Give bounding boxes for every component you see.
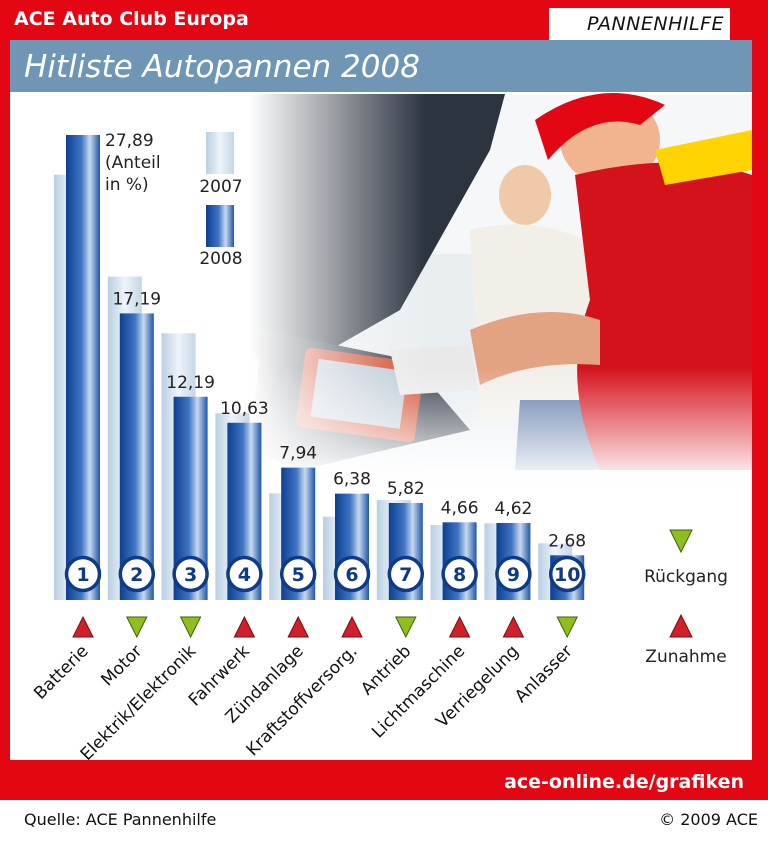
page-title: Hitliste Autopannen 2008 [24,49,420,85]
value-label: 6,38 [333,470,371,490]
copyright-note: © 2009 ACE [659,810,758,829]
section-tab [549,8,730,40]
rank-number: 10 [554,564,580,586]
rank-number: 3 [184,564,197,586]
frame-left [0,0,10,800]
rank-circle [226,555,263,593]
legend-down-icon [669,529,693,554]
legend-label-2007: 2007 [199,177,242,197]
legend-up-icon [669,613,693,638]
section-label: PANNENHILFE [586,13,724,35]
legend-swatch-2007 [206,132,234,174]
frame-bottom [0,760,768,800]
rank-circle [333,555,371,593]
source-note: Quelle: ACE Pannenhilfe [24,810,217,829]
trend-down-icon [394,616,417,639]
source-link[interactable]: ace-online.de/grafiken [504,771,744,793]
trend-up-icon [233,615,256,638]
trend-up-icon [72,615,94,638]
value-label: 2,68 [548,531,586,551]
value-unit-note: in %) [105,175,149,195]
rank-number: 8 [453,564,466,586]
trend-up-icon [341,615,363,638]
rank-number: 6 [345,564,358,586]
value-label: 27,89 [105,131,154,151]
rank-number: 4 [238,564,251,586]
title-banner [10,40,752,92]
trend-up-icon [287,615,310,638]
bar-2008 [119,313,154,600]
value-label: 4,66 [441,498,479,518]
legend-up-label: Zunahme [645,647,726,667]
legend-down-label: Rückgang [644,567,728,587]
rank-circle [118,555,156,593]
trend-down-icon [556,616,579,639]
photo-illustration [250,93,752,484]
frame-right [752,0,768,800]
rank-circle [441,555,478,593]
value-label: 7,94 [279,444,317,464]
value-label: 5,82 [387,479,425,499]
rank-circle [279,555,317,593]
chart-layer: 127,89Batterie217,19Motor312,19Elektrik/… [30,131,728,765]
trend-down-icon [179,616,202,639]
value-label: 4,62 [494,499,532,519]
rank-number: 1 [76,564,89,586]
rank-number: 2 [130,564,143,586]
value-label: 12,19 [166,373,215,393]
legend-label-2008: 2008 [199,249,242,269]
rank-circle [172,555,209,593]
brand-title: ACE Auto Club Europa [14,8,249,30]
rank-circle [64,555,102,593]
rank-circle [387,555,425,593]
rank-circle [548,555,586,593]
bar-2008 [66,135,100,600]
value-label: 17,19 [112,289,161,309]
rank-number: 7 [399,564,412,586]
value-unit-note: (Anteil [105,153,161,173]
trend-up-icon [448,615,471,638]
rank-circle [495,555,532,593]
trend-down-icon [125,616,148,639]
rank-number: 5 [292,564,305,586]
trend-up-icon [502,615,525,638]
value-label: 10,63 [220,399,269,419]
rank-number: 9 [507,564,520,586]
legend-swatch-2008 [206,205,234,247]
